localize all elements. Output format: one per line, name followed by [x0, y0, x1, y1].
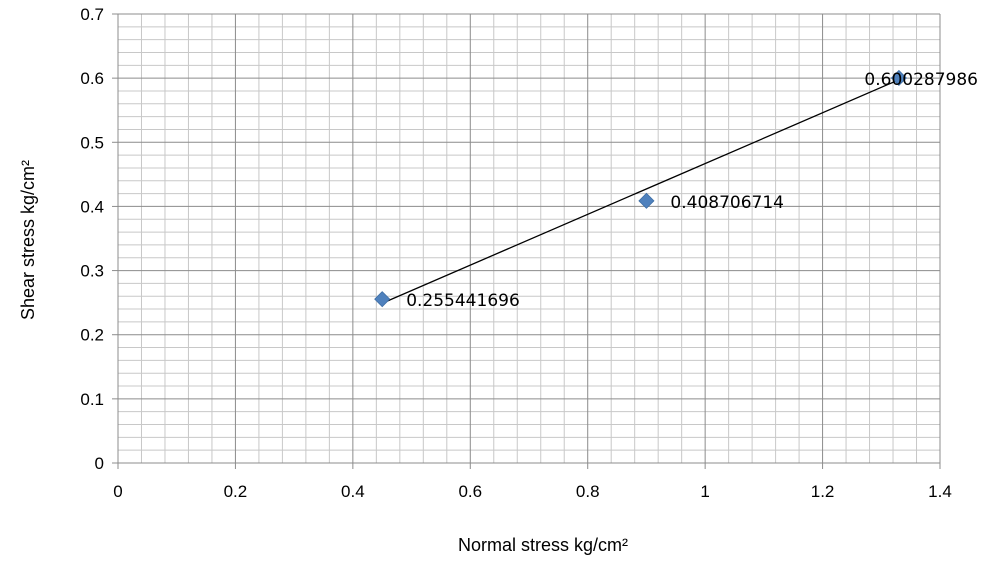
major-gridlines	[118, 13, 941, 463]
y-tick-label: 0.2	[80, 326, 104, 345]
y-axis-title: Shear stress kg/cm²	[18, 160, 38, 320]
trendline-layer	[381, 79, 900, 304]
x-axis-tick-labels: 0 0.2 0.4 0.6 0.8 1 1.2 1.4	[113, 482, 952, 501]
x-axis-title: Normal stress kg/cm²	[458, 535, 628, 555]
data-point-marker	[374, 291, 391, 308]
data-labels: 0.255441696 0.408706714 0.600287986	[406, 70, 978, 311]
plot-axes	[112, 13, 941, 469]
x-tick-label: 0.6	[458, 482, 482, 501]
trendline	[381, 79, 900, 304]
data-label: 0.408706714	[670, 193, 784, 213]
y-tick-label: 0.1	[80, 390, 104, 409]
x-tick-label: 0	[113, 482, 122, 501]
data-point-marker	[890, 69, 907, 87]
data-point-marker	[638, 192, 655, 209]
x-tick-label: 0.4	[341, 482, 365, 501]
y-tick-label: 0.3	[80, 262, 104, 281]
y-tick-label: 0.7	[80, 5, 104, 24]
y-tick-label: 0.5	[80, 133, 104, 152]
minor-gridlines	[118, 14, 940, 463]
x-tick-label: 1	[700, 482, 709, 501]
y-tick-label: 0	[95, 454, 104, 473]
y-tick-label: 0.4	[80, 197, 104, 216]
data-points	[374, 69, 907, 308]
x-tick-label: 0.8	[576, 482, 600, 501]
y-axis-tick-labels: 0 0.1 0.2 0.3 0.4 0.5 0.6 0.7	[80, 5, 104, 473]
y-tick-label: 0.6	[80, 69, 104, 88]
data-label: 0.255441696	[406, 291, 520, 311]
data-label: 0.600287986	[864, 70, 978, 90]
x-tick-label: 0.2	[224, 482, 248, 501]
x-tick-label: 1.4	[928, 482, 952, 501]
x-tick-label: 1.2	[811, 482, 835, 501]
